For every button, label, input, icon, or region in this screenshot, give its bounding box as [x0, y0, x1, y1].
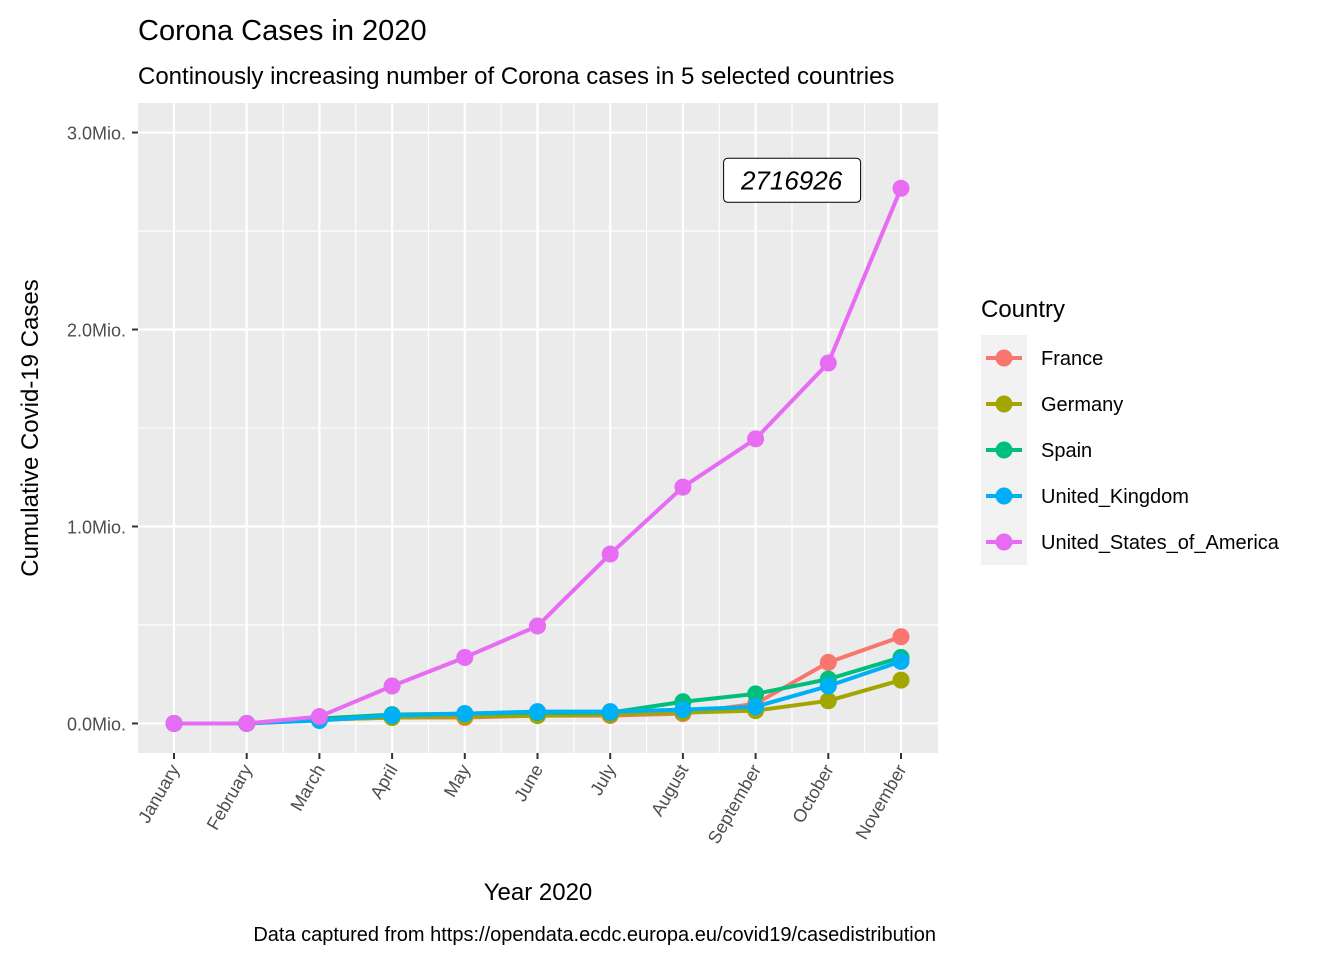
y-axis-title: Cumulative Covid-19 Cases: [17, 279, 44, 576]
legend-label: France: [1041, 348, 1103, 370]
legend-item: United_States_of_America: [986, 532, 1280, 554]
x-tick-label: August: [647, 761, 692, 820]
legend-item: Spain: [986, 440, 1092, 462]
x-tick-label: September: [704, 761, 765, 847]
x-tick-label: February: [203, 761, 256, 833]
x-tick-label: April: [366, 761, 401, 802]
legend-key-point: [995, 487, 1013, 505]
series-layer: [165, 179, 910, 732]
legend: Country France Germany Spain United_Kingdom…: [981, 296, 1280, 565]
data-point: [165, 714, 183, 732]
legend-title: Country: [981, 296, 1065, 323]
data-point: [892, 179, 910, 197]
legend-item: France: [986, 348, 1103, 370]
data-point: [529, 703, 546, 721]
data-point: [238, 714, 256, 732]
data-point: [674, 478, 692, 496]
legend-item: United_Kingdom: [986, 486, 1189, 508]
legend-label: United_States_of_America: [1041, 532, 1280, 554]
data-point: [674, 701, 692, 719]
data-point: [383, 677, 401, 695]
annotation-label: 2716926: [740, 165, 843, 195]
chart-caption: Data captured from https://opendata.ecdc…: [253, 924, 936, 946]
y-tick-label: 3.0Mio.: [67, 124, 126, 144]
data-point: [892, 652, 910, 670]
x-tick-label: November: [852, 761, 911, 843]
y-tick-label: 1.0Mio.: [67, 517, 126, 537]
x-tick-label: July: [586, 761, 619, 799]
annotation-box: [723, 157, 862, 203]
data-point: [456, 705, 474, 723]
legend-label: United_Kingdom: [1041, 486, 1189, 508]
legend-label: Germany: [1041, 394, 1123, 416]
y-axis: 0.0Mio. 1.0Mio. 2.0Mio. 3.0Mio.: [67, 124, 138, 734]
data-point: [747, 685, 765, 703]
legend-label: Spain: [1041, 440, 1092, 462]
data-point: [529, 617, 546, 635]
data-point: [747, 430, 765, 448]
data-point: [601, 703, 619, 721]
chart-subtitle: Continously increasing number of Corona …: [138, 63, 894, 90]
data-point: [310, 708, 328, 726]
legend-item: Germany: [986, 394, 1123, 416]
legend-key-point: [995, 395, 1013, 413]
annotation: 2716926: [723, 157, 862, 203]
x-tick-label: January: [134, 761, 183, 826]
legend-key-point: [995, 533, 1013, 551]
x-tick-label: October: [788, 761, 837, 826]
chart-title: Corona Cases in 2020: [138, 15, 427, 47]
y-tick-label: 2.0Mio.: [67, 321, 126, 341]
x-axis: January February March April May June July Augu…: [134, 753, 910, 847]
x-tick-label: March: [287, 761, 329, 814]
data-point: [892, 671, 910, 689]
legend-key-point: [995, 441, 1013, 459]
data-point: [819, 354, 837, 372]
legend-key-point: [995, 349, 1013, 367]
data-point: [819, 677, 837, 695]
data-point: [892, 628, 910, 646]
data-point: [383, 707, 401, 725]
data-point: [819, 692, 837, 710]
data-point: [601, 545, 619, 563]
x-tick-label: May: [440, 761, 474, 800]
data-point: [819, 653, 837, 671]
data-point: [456, 648, 474, 666]
y-tick-label: 0.0Mio.: [67, 714, 126, 734]
x-tick-label: June: [510, 761, 547, 805]
x-axis-title: Year 2020: [484, 879, 593, 906]
data-point: [747, 698, 765, 716]
